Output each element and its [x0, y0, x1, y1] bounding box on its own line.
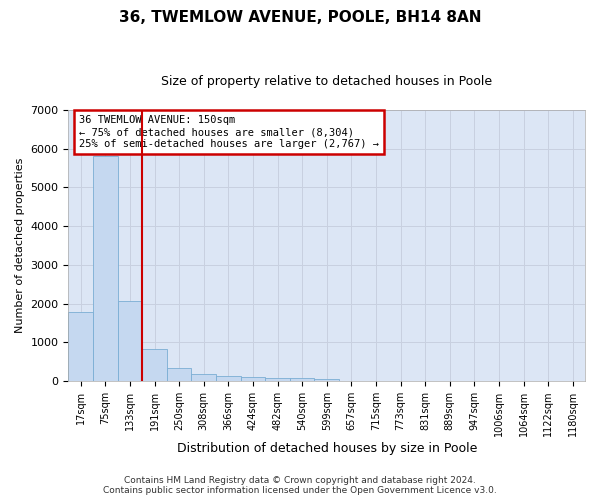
Y-axis label: Number of detached properties: Number of detached properties [15, 158, 25, 334]
Bar [191, 374, 216, 381]
Title: Size of property relative to detached houses in Poole: Size of property relative to detached ho… [161, 75, 492, 88]
Bar [68, 312, 93, 381]
Bar [216, 376, 241, 381]
Bar [93, 156, 118, 381]
X-axis label: Distribution of detached houses by size in Poole: Distribution of detached houses by size … [176, 442, 477, 455]
Bar [314, 379, 339, 381]
Bar [118, 302, 142, 381]
Bar [142, 350, 167, 381]
Text: 36, TWEMLOW AVENUE, POOLE, BH14 8AN: 36, TWEMLOW AVENUE, POOLE, BH14 8AN [119, 10, 481, 25]
Bar [290, 378, 314, 381]
Bar [241, 377, 265, 381]
Bar [167, 368, 191, 381]
Text: Contains HM Land Registry data © Crown copyright and database right 2024.
Contai: Contains HM Land Registry data © Crown c… [103, 476, 497, 495]
Bar [265, 378, 290, 381]
Text: 36 TWEMLOW AVENUE: 150sqm
← 75% of detached houses are smaller (8,304)
25% of se: 36 TWEMLOW AVENUE: 150sqm ← 75% of detac… [79, 116, 379, 148]
